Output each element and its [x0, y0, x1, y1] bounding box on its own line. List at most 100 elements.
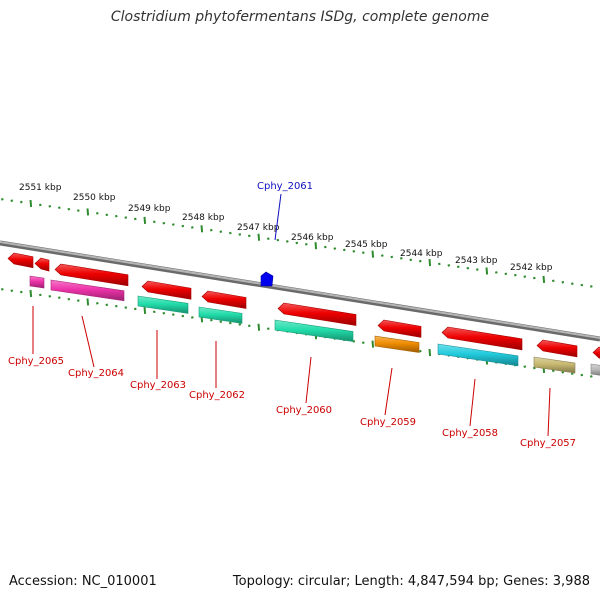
- outer-tick-mark: [209, 228, 213, 232]
- outer-tick-mark: [513, 273, 517, 277]
- tick-label: 2547 kbp: [237, 223, 280, 233]
- gene-leader-line: [305, 356, 312, 404]
- outer-tick-track: [0, 197, 593, 288]
- gene-arrow-red: [201, 290, 247, 309]
- gene-feature-bar: [274, 319, 354, 342]
- outer-tick-mark: [295, 241, 299, 245]
- outer-tick-mark: [247, 234, 251, 238]
- outer-tick-mark: [456, 265, 460, 269]
- genome-backbone: [0, 240, 600, 342]
- inner-tick-mark: [589, 375, 593, 378]
- outer-tick-mark: [238, 233, 242, 236]
- outer-tick-mark: [323, 245, 327, 249]
- outer-tick-mark: [551, 279, 555, 283]
- outer-tick-mark: [114, 214, 118, 218]
- outer-tick-mark: [304, 242, 308, 246]
- outer-tick-mark: [352, 250, 356, 253]
- outer-tick-mark: [523, 275, 527, 278]
- inner-tick-mark: [361, 341, 365, 345]
- tick-label: 2548 kbp: [182, 213, 225, 223]
- inner-tick-mark: [266, 327, 270, 330]
- outer-tick-mark: [95, 212, 99, 215]
- outer-tick-mark: [67, 207, 71, 211]
- outer-tick-mark: [228, 231, 232, 235]
- outer-tick-mark: [152, 220, 156, 224]
- outer-tick-mark: [333, 247, 337, 250]
- gene-label: Cphy_2058: [442, 428, 498, 439]
- gene-label: Cphy_2065: [8, 356, 64, 367]
- outer-tick-mark: [200, 225, 204, 233]
- outer-tick-mark: [190, 226, 194, 229]
- inner-tick-mark: [105, 303, 109, 307]
- gene-label: Cphy_2057: [520, 438, 576, 449]
- gene-leader-line: [469, 378, 476, 427]
- inner-tick-mark: [67, 297, 71, 301]
- outer-tick-mark: [418, 259, 422, 263]
- tick-labels: 2551 kbp 2550 kbp 2549 kbp 2548 kbp 2547 kbp…: [19, 183, 553, 273]
- tick-label: 2544 kbp: [400, 249, 443, 259]
- gene-features: [7, 252, 600, 376]
- inner-tick-mark: [171, 313, 175, 316]
- gene-arrow-red: [536, 339, 578, 358]
- inner-tick-mark: [418, 349, 422, 353]
- gene-label: Cphy_2059: [360, 417, 416, 428]
- gene-label: Cphy_2063: [130, 380, 186, 391]
- gene-arrow-red: [7, 252, 34, 269]
- inner-tick-mark: [29, 289, 33, 298]
- outer-tick-mark: [266, 237, 270, 240]
- inner-tick-mark: [133, 307, 137, 311]
- inner-tick-mark: [86, 298, 90, 306]
- outer-tick-mark: [532, 276, 536, 280]
- genome-summary-text: Topology: circular; Length: 4,847,594 bp…: [232, 574, 590, 589]
- outer-tick-mark: [466, 266, 470, 270]
- inner-tick-mark: [219, 320, 223, 323]
- outer-tick-mark: [19, 200, 23, 204]
- tick-label: 2549 kbp: [128, 204, 171, 214]
- gene-arrow-red: [592, 346, 600, 359]
- outer-tick-mark: [76, 209, 80, 212]
- outer-tick-mark: [475, 268, 479, 271]
- gene-feature-bar: [437, 343, 519, 367]
- outer-tick-mark: [38, 203, 42, 207]
- tick-label: 2550 kbp: [73, 193, 116, 203]
- accession-text: Accession: NC_010001: [9, 574, 157, 589]
- outer-tick-mark: [570, 282, 574, 285]
- outer-tick-mark: [428, 258, 432, 267]
- outer-tick-mark: [437, 262, 441, 266]
- outer-tick-mark: [371, 250, 375, 258]
- outer-tick-mark: [409, 258, 413, 262]
- outer-tick-mark: [390, 255, 394, 259]
- gene-feature-bar: [29, 275, 45, 289]
- outer-tick-mark: [542, 275, 546, 284]
- outer-tick-mark: [162, 221, 166, 225]
- inner-tick-mark: [114, 304, 118, 308]
- inner-tick-mark: [238, 323, 242, 326]
- outer-tick-mark: [276, 238, 280, 242]
- inner-tick-mark: [48, 295, 52, 298]
- inner-tick-mark: [247, 324, 251, 328]
- genome-title: Clostridium phytofermentans ISDg, comple…: [110, 9, 490, 25]
- outer-tick-mark: [86, 208, 90, 216]
- tick-label: 2551 kbp: [19, 183, 62, 193]
- gene-labels: Cphy_2061Cphy_2065Cphy_2064Cphy_2063Cphy…: [8, 181, 576, 449]
- gene-arrow-red: [54, 263, 129, 287]
- inner-tick-mark: [209, 318, 213, 322]
- outer-tick-mark: [171, 223, 175, 226]
- forward-gene-marker: [260, 271, 274, 287]
- gene-arrow-red: [377, 319, 422, 338]
- outer-tick-mark: [10, 199, 14, 203]
- outer-tick-mark: [399, 257, 403, 260]
- inner-tick-mark: [95, 302, 99, 305]
- tick-label: 2545 kbp: [345, 240, 388, 250]
- inner-tick-mark: [352, 340, 356, 343]
- inner-tick-mark: [257, 323, 261, 331]
- outer-tick-mark: [494, 271, 498, 274]
- gene-arrow-red: [34, 257, 50, 272]
- gene-feature-bar: [198, 306, 243, 324]
- gene-feature-bar: [590, 363, 600, 376]
- inner-tick-mark: [10, 289, 14, 293]
- inner-tick-mark: [228, 321, 232, 325]
- backbone-highlight: [0, 241, 600, 339]
- outer-tick-mark: [447, 264, 451, 267]
